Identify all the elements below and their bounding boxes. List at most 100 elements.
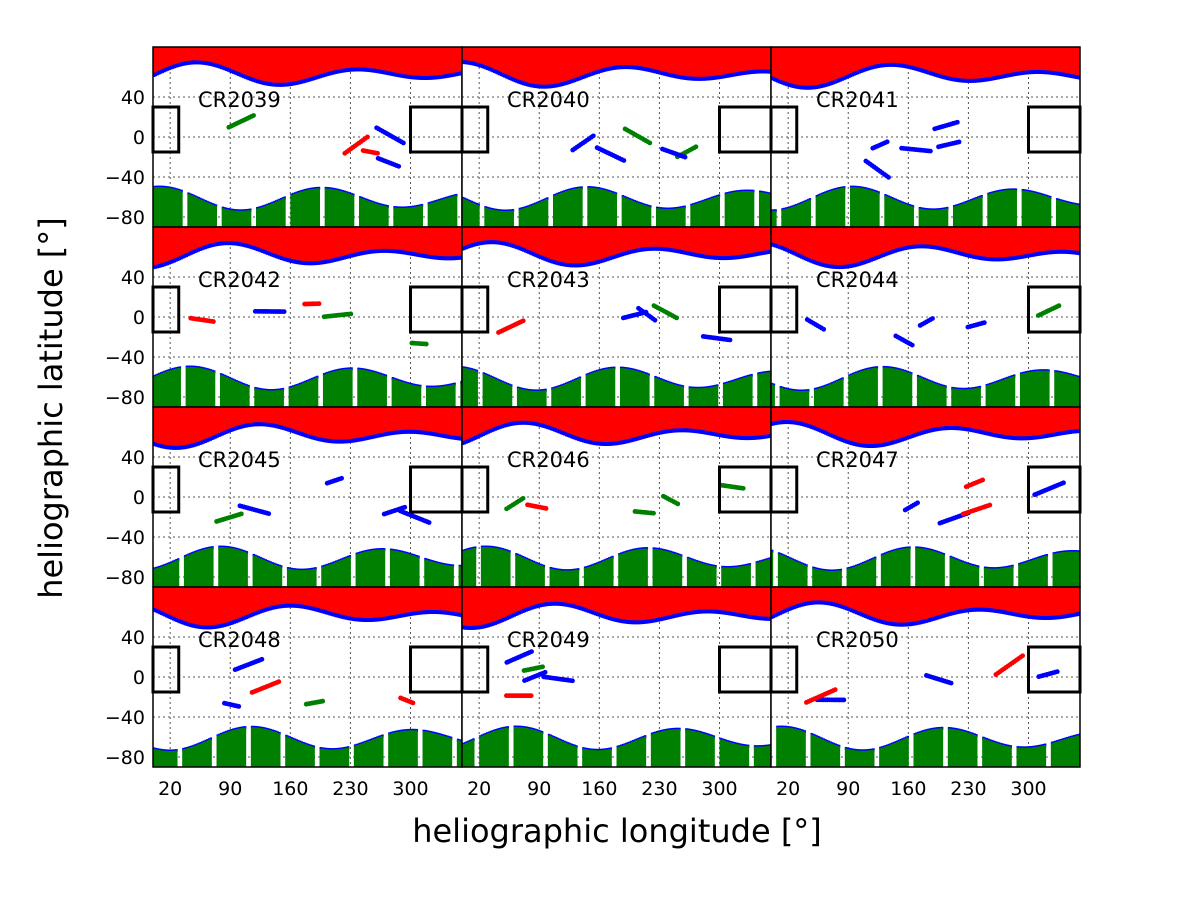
boundary-mark — [1009, 72, 1013, 77]
boundary-mark — [446, 256, 449, 261]
boundary-mark — [805, 85, 808, 90]
north-mark — [863, 47, 866, 70]
north-mark — [779, 47, 782, 83]
north-mark — [400, 407, 403, 433]
boundary-mark — [676, 249, 679, 254]
north-mark — [774, 47, 777, 80]
north-mark — [613, 47, 616, 68]
north-mark — [359, 227, 362, 254]
north-mark — [922, 227, 925, 247]
north-mark — [451, 47, 454, 75]
north-mark — [539, 227, 542, 258]
north-mark — [841, 47, 844, 79]
boundary-mark — [722, 256, 726, 261]
north-mark — [1028, 47, 1031, 73]
north-mark — [1057, 227, 1060, 252]
boundary-mark — [281, 82, 285, 87]
boundary-mark — [604, 257, 607, 262]
south-mark — [415, 385, 418, 407]
north-mark — [1069, 47, 1072, 76]
boundary-mark — [412, 429, 415, 434]
south-points — [771, 187, 1080, 227]
boundary-mark — [243, 423, 247, 428]
north-mark — [947, 47, 951, 79]
boundary-mark — [594, 70, 597, 75]
north-mark — [836, 227, 839, 268]
north-mark — [824, 47, 827, 86]
south-mark — [331, 371, 334, 407]
south-mark — [597, 188, 600, 227]
boundary-mark — [419, 430, 422, 435]
south-mark — [822, 386, 825, 407]
south-mark — [573, 380, 576, 407]
south-mark — [566, 383, 569, 407]
boundary-mark — [434, 255, 437, 260]
south-mark — [1042, 370, 1045, 407]
south-mark — [1067, 374, 1071, 407]
south-mark — [540, 390, 544, 407]
boundary-mark — [453, 72, 456, 77]
boundary-mark — [784, 81, 788, 86]
north-mark — [1054, 227, 1057, 252]
north-mark — [1033, 227, 1036, 255]
boundary-mark — [692, 76, 695, 81]
north-mark — [425, 227, 429, 257]
north-mark — [316, 47, 319, 78]
boundary-mark — [1030, 253, 1033, 258]
boundary-mark — [1045, 250, 1049, 255]
south-mark — [577, 378, 580, 407]
south-mark — [280, 199, 283, 227]
north-mark — [1042, 227, 1045, 254]
north-mark — [734, 47, 738, 75]
north-mark — [352, 227, 355, 256]
south-mark — [595, 371, 599, 407]
north-mark — [959, 47, 963, 81]
north-mark — [721, 47, 724, 77]
boundary-mark — [561, 82, 564, 87]
boundary-mark — [817, 261, 820, 266]
north-mark — [298, 407, 302, 434]
south-mark — [528, 206, 532, 227]
boundary-mark — [1043, 70, 1047, 75]
boundary-mark — [398, 73, 401, 78]
north-mark — [216, 407, 219, 436]
boundary-mark — [510, 76, 513, 81]
south-mark — [1061, 201, 1064, 227]
south-mark — [638, 371, 642, 407]
north-mark — [1067, 227, 1071, 253]
boundary-mark — [777, 244, 781, 249]
north-mark — [781, 47, 784, 83]
boundary-mark — [958, 78, 961, 83]
north-mark — [462, 227, 465, 249]
boundary-mark — [271, 423, 274, 428]
south-mark — [758, 373, 762, 407]
north-mark — [657, 227, 660, 249]
north-mark — [326, 407, 329, 441]
boundary-mark — [765, 69, 769, 74]
boundary-mark — [487, 240, 491, 245]
boundary-mark — [958, 251, 961, 256]
south-mark — [590, 373, 593, 407]
north-mark — [1062, 227, 1066, 252]
south-mark — [566, 190, 569, 227]
boundary-mark — [192, 60, 195, 65]
north-mark — [522, 227, 525, 250]
north-mark — [1040, 227, 1043, 254]
boundary-mark — [554, 260, 558, 265]
north-mark — [165, 227, 168, 264]
boundary-mark — [659, 70, 662, 75]
boundary-mark — [889, 250, 892, 255]
boundary-mark — [582, 75, 585, 80]
boundary-mark — [539, 255, 542, 260]
boundary-mark — [704, 76, 707, 81]
north-mark — [800, 47, 803, 88]
south-mark — [362, 369, 365, 407]
south-mark — [173, 189, 176, 227]
north-mark — [190, 407, 193, 446]
boundary-mark — [714, 75, 717, 80]
north-mark — [1037, 47, 1040, 72]
north-mark — [1071, 47, 1074, 77]
north-mark — [247, 227, 250, 247]
north-mark — [549, 47, 552, 87]
south-mark — [221, 375, 224, 407]
